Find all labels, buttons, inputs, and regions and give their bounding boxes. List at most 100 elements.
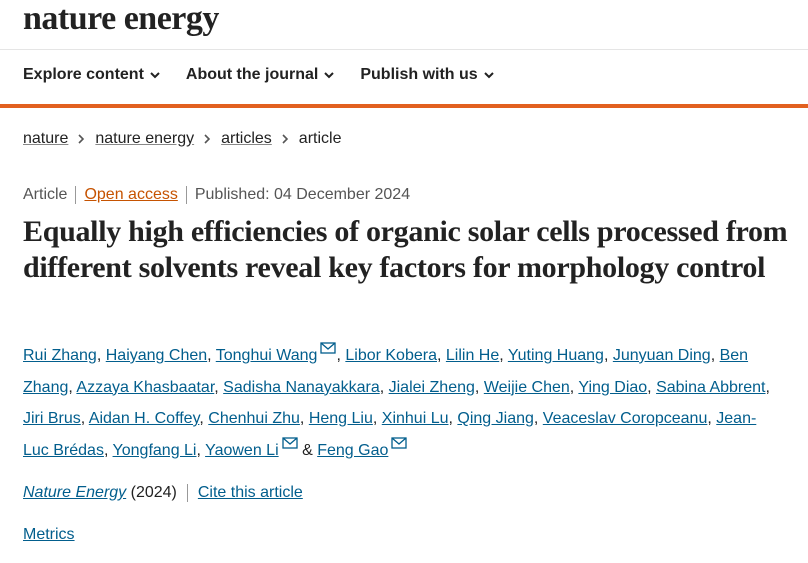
author-name[interactable]: Azzaya Khasbaatar — [76, 378, 215, 396]
article-meta: Article Open access Published: 04 Decemb… — [23, 186, 418, 204]
chevron — [78, 134, 85, 144]
nav-item[interactable]: Publish with us — [360, 66, 494, 84]
separator: , — [103, 441, 109, 459]
nav-label: Explore content — [23, 66, 144, 83]
separator: , — [569, 378, 575, 396]
article-title: Equally high efficiencies of organic sol… — [23, 215, 788, 284]
nav: Explore content About the journal Publish … — [23, 66, 494, 84]
cite-link[interactable]: Cite this article — [186, 484, 303, 502]
separator: , — [499, 347, 504, 364]
article-type: Article — [23, 186, 68, 203]
separator: , — [603, 347, 609, 364]
breadcrumb: nature nature energy articles article — [23, 130, 341, 148]
author: Weijie Chen, — [484, 379, 579, 396]
nav-label: Publish with us — [360, 66, 478, 83]
separator: , — [336, 347, 341, 364]
accent-bar — [0, 104, 808, 108]
author-name[interactable]: Yuting Huang — [507, 347, 604, 364]
separator: , — [765, 378, 770, 396]
author-name[interactable]: Weijie Chen — [483, 378, 570, 396]
author: Yaowen Li & — [205, 436, 317, 459]
nav-label: About the journal — [185, 66, 319, 83]
author: Yuting Huang, — [508, 347, 613, 364]
author-list: Rui Zhang, Haiyang Chen, Tonghui Wang, L… — [23, 340, 775, 466]
author-name[interactable]: Aidan H. Coffey — [88, 410, 200, 427]
separator: , — [68, 378, 73, 396]
separator: , — [299, 410, 305, 427]
author-name[interactable]: Lilin He — [445, 347, 500, 364]
author: Feng Gao — [317, 436, 408, 459]
author-name[interactable]: Feng Gao — [317, 441, 389, 459]
author: Haiyang Chen, — [106, 347, 216, 364]
open-access[interactable]: Open access — [84, 186, 178, 203]
author-name[interactable]: Haiyang Chen — [105, 347, 208, 364]
breadcrumb-link[interactable]: nature — [23, 130, 69, 147]
separator: , — [647, 378, 652, 396]
nav-item[interactable]: About the journal — [185, 66, 335, 84]
author-name[interactable]: Junyuan Ding — [612, 347, 711, 364]
author-name[interactable]: Qing Jiang — [457, 410, 534, 427]
chevron — [282, 134, 288, 144]
breadcrumb-link[interactable]: articles — [221, 130, 272, 147]
author-name[interactable]: Ying Diao — [578, 378, 648, 396]
email-icon — [320, 342, 337, 354]
logo[interactable]: nature energy — [23, 0, 219, 37]
author-name[interactable]: Jialei Zheng — [388, 378, 475, 396]
separator: , — [199, 410, 204, 427]
separator: , — [372, 410, 378, 427]
separator: , — [196, 441, 201, 459]
author: Sabina Abbrent, — [656, 379, 770, 396]
author: Ben Zhang, — [23, 347, 748, 396]
author-name[interactable]: Yongfang Li — [112, 441, 197, 459]
author-name[interactable]: Libor Kobera — [345, 347, 437, 364]
author-name[interactable]: Chenhui Zhu — [208, 410, 300, 427]
separator: , — [379, 378, 385, 396]
author-name[interactable]: Heng Liu — [308, 410, 373, 427]
separator: , — [710, 347, 716, 364]
access-wrap: Open access — [75, 186, 185, 204]
author-name[interactable]: Veaceslav Coropceanu — [542, 410, 708, 427]
chevron — [483, 71, 494, 78]
author: Yongfang Li, — [113, 442, 206, 459]
email-icon — [391, 436, 408, 449]
journal-link[interactable]: Nature Energy — [23, 484, 127, 501]
published-date: Published: 04 December 2024 — [185, 186, 418, 204]
separator: , — [80, 410, 86, 427]
author: Heng Liu, — [309, 410, 382, 427]
author: Junyuan Ding, — [613, 347, 720, 364]
divider — [0, 49, 808, 50]
author-name[interactable]: Rui Zhang — [23, 347, 97, 364]
author-name[interactable]: Yaowen Li — [205, 441, 279, 459]
year: (2024) — [130, 484, 177, 501]
author: Lilin He, — [446, 347, 508, 364]
breadcrumb-link[interactable]: nature energy — [95, 130, 195, 147]
author: Jean-Luc Brédas, — [23, 410, 756, 459]
author: Veaceslav Coropceanu, — [543, 410, 716, 427]
metrics-link[interactable]: Metrics — [23, 526, 75, 543]
author: Aidan H. Coffey, — [89, 410, 208, 427]
citation: Nature Energy (2024) Cite this article — [23, 484, 303, 502]
author-name[interactable]: Jiri Brus — [23, 410, 81, 427]
separator: , — [214, 378, 219, 396]
separator: , — [533, 410, 539, 427]
author-name[interactable]: Jean-Luc Brédas — [23, 410, 757, 459]
separator: , — [207, 347, 212, 364]
author: Tonghui Wang, — [215, 342, 346, 364]
author-name[interactable]: Sadisha Nanayakkara — [223, 378, 380, 396]
author-name[interactable]: Xinhui Lu — [381, 410, 449, 427]
author: Qing Jiang, — [457, 410, 542, 427]
author-name[interactable]: Ben Zhang — [23, 347, 749, 396]
author: Jiri Brus, — [23, 410, 89, 427]
author: Libor Kobera, — [345, 347, 446, 364]
author-name[interactable]: Sabina Abbrent — [656, 378, 766, 396]
nav-item[interactable]: Explore content — [23, 66, 160, 84]
separator: & — [302, 441, 313, 459]
author: Rui Zhang, — [23, 347, 106, 364]
chevron — [204, 134, 211, 144]
author-name[interactable]: Tonghui Wang — [215, 347, 318, 364]
chevron — [150, 71, 160, 78]
email-icon — [281, 436, 298, 449]
author: Chenhui Zhu, — [208, 410, 309, 427]
breadcrumb-current: article — [298, 130, 342, 147]
